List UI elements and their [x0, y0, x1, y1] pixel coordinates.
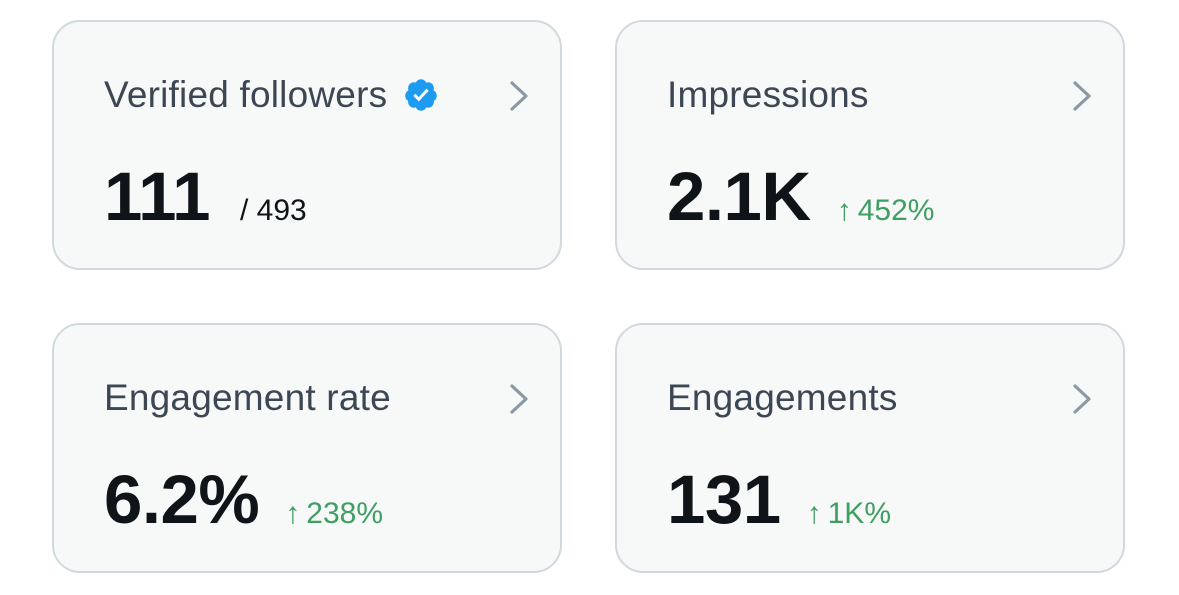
metric-delta: ↑ 238%	[285, 497, 383, 531]
arrow-up-icon: ↑	[836, 194, 852, 227]
metric-value: 2.1K	[667, 158, 811, 235]
chevron-right-icon[interactable]	[1067, 79, 1097, 113]
card-value-row: 131 ↑ 1K%	[667, 465, 891, 534]
metric-total: / 493	[240, 194, 307, 227]
card-value-row: 111 / 493	[104, 162, 307, 231]
card-title-row: Engagement rate	[104, 375, 391, 421]
card-value-row: 6.2% ↑ 238%	[104, 465, 383, 534]
card-title-row: Engagements	[667, 375, 898, 421]
engagement-rate-card[interactable]: Engagement rate 6.2% ↑ 238%	[52, 323, 562, 573]
delta-value: 1K%	[827, 497, 891, 530]
card-title: Engagements	[667, 377, 898, 418]
engagements-card[interactable]: Engagements 131 ↑ 1K%	[615, 323, 1125, 573]
card-title: Verified followers	[104, 74, 388, 115]
verified-followers-card[interactable]: Verified followers 111 / 493	[52, 20, 562, 270]
card-title: Engagement rate	[104, 377, 391, 418]
arrow-up-icon: ↑	[285, 497, 301, 530]
metric-value: 131	[667, 461, 781, 538]
card-title-row: Verified followers	[104, 72, 439, 118]
metric-delta: ↑ 1K%	[807, 497, 891, 531]
metric-delta: ↑ 452%	[837, 194, 935, 228]
impressions-card[interactable]: Impressions 2.1K ↑ 452%	[615, 20, 1125, 270]
chevron-right-icon[interactable]	[504, 382, 534, 416]
card-title: Impressions	[667, 74, 869, 115]
metric-value: 6.2%	[104, 461, 260, 538]
arrow-up-icon: ↑	[806, 497, 822, 530]
delta-value: 452%	[857, 194, 935, 227]
card-title-row: Impressions	[667, 72, 869, 118]
chevron-right-icon[interactable]	[1067, 382, 1097, 416]
verified-badge-icon	[405, 79, 438, 111]
delta-value: 238%	[306, 497, 384, 530]
chevron-right-icon[interactable]	[504, 79, 534, 113]
card-value-row: 2.1K ↑ 452%	[667, 162, 934, 231]
metric-value: 111	[104, 158, 211, 235]
